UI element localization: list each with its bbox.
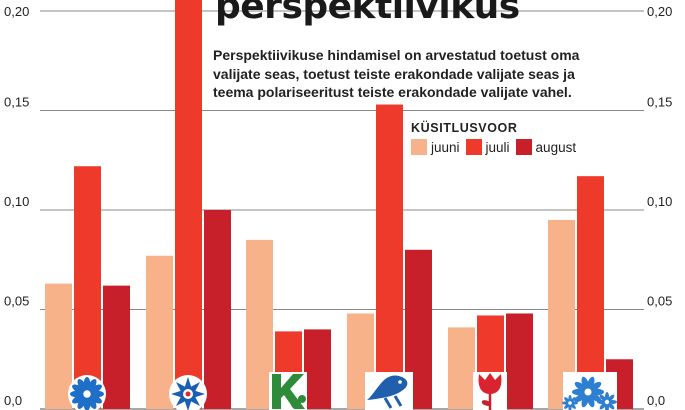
legend: KÜSITLUSVOOR juuni juuli august <box>411 121 583 159</box>
y-tick-label-left: 0,20 <box>4 4 29 19</box>
k-logo-icon <box>269 372 307 410</box>
y-axis-right: 0,20 0,15 0,10 0,05 0,0 <box>647 4 672 408</box>
grid-lines <box>40 10 644 410</box>
y-axis-left: 0,20 0,15 0,10 0,05 0,0 <box>4 4 29 408</box>
bar-juuni-1 <box>45 283 72 409</box>
legend-title: KÜSITLUSVOOR <box>411 121 518 135</box>
y-tick-label-right: 0,0 <box>647 393 665 408</box>
bar-august-2 <box>204 210 231 409</box>
bar-august-5 <box>506 313 533 409</box>
bar-august-1 <box>103 285 130 409</box>
y-tick-label-right: 0,15 <box>647 95 672 110</box>
legend-item-juuni: juuni <box>411 139 460 155</box>
chart-title: perspektiivikus <box>215 0 520 27</box>
y-tick-label-right: 0,05 <box>647 294 672 309</box>
y-tick-label-left: 0,05 <box>4 294 29 309</box>
bar-juuni-2 <box>146 255 173 409</box>
rose-icon <box>473 372 507 410</box>
bar-juuni-5 <box>448 327 475 409</box>
y-tick-label-left: 0,10 <box>4 194 29 209</box>
star-icon <box>169 375 207 410</box>
flower-icon <box>561 372 617 410</box>
party-icons <box>68 372 617 410</box>
legend-label-august: august <box>535 139 577 155</box>
legend-swatch-august <box>515 139 532 155</box>
legend-swatch-juuli <box>465 139 482 155</box>
legend-swatch-juuni <box>411 139 427 155</box>
y-tick-label-right: 0,10 <box>647 194 672 209</box>
bar-august-3 <box>304 329 331 409</box>
legend-item-juuli: juuli <box>465 139 510 155</box>
bar-juuli-6 <box>577 176 604 409</box>
legend-label-juuli: juuli <box>485 139 510 155</box>
bar-juuli-4 <box>376 104 403 409</box>
y-tick-label-left: 0,15 <box>4 95 29 110</box>
bar-juuni-3 <box>246 239 273 409</box>
legend-label-juuni: juuni <box>431 139 460 155</box>
legend-items: juuni juuli august <box>411 139 582 155</box>
bird-logo-icon <box>365 372 413 410</box>
y-tick-label-right: 0,20 <box>647 4 672 19</box>
legend-item-august: august <box>515 139 577 155</box>
cornflower-icon <box>68 375 106 410</box>
bar-juuli-1 <box>74 166 101 409</box>
bar-juuli-2 <box>175 0 202 410</box>
y-tick-label-left: 0,0 <box>4 393 22 408</box>
chart-subtitle: Perspektiivikuse hindamisel on arvestatu… <box>213 46 608 102</box>
